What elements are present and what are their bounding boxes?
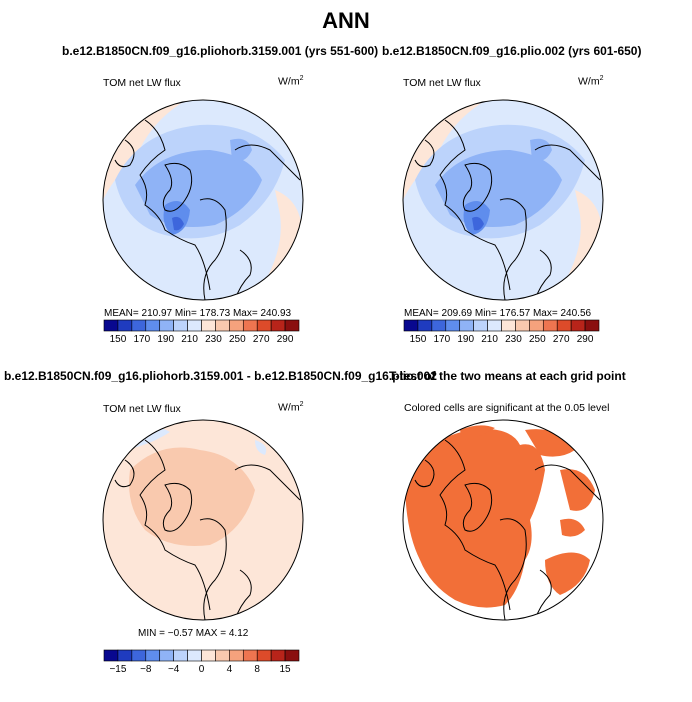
panel1-colorbar-tick-label: 150 — [110, 334, 127, 345]
panel1-colorbar-box — [103, 319, 119, 332]
panel2-variable: TOM net LW flux — [403, 77, 481, 89]
panel3-border — [102, 419, 304, 621]
panel3-colorbar-box — [103, 649, 119, 662]
panel1-map — [103, 100, 303, 300]
panel3-variable: TOM net LW flux — [103, 403, 181, 415]
panel2-colorbar-box — [570, 319, 586, 332]
panel3-title: b.e12.B1850CN.f09_g16.pliohorb.3159.001 … — [4, 369, 437, 383]
panel1-units: W/m2 — [278, 75, 304, 88]
panel2-colorbar-box — [584, 319, 600, 332]
panel4-coastlines — [414, 439, 601, 620]
panel4-subtitle: Colored cells are significant at the 0.0… — [404, 402, 610, 414]
panel1-colorbar-tick-label: 270 — [253, 334, 270, 345]
panel3-units: W/m2 — [278, 401, 304, 414]
panel1-variable: TOM net LW flux — [103, 77, 181, 89]
panel2-colorbar-box — [529, 319, 544, 332]
panel3-colorbar-box — [201, 649, 216, 662]
panel1-colorbar-box — [173, 319, 188, 332]
panel2-colorbar-tick-label: 270 — [553, 334, 570, 345]
panel1-colorbar-tick-label: 170 — [133, 334, 150, 345]
panel1-colorbar-box — [187, 319, 202, 332]
panel2-coastlines — [414, 119, 601, 300]
panel1-colorbar-box — [270, 319, 286, 332]
panel2-colorbar-tick-label: 290 — [577, 334, 594, 345]
panel1-colorbar-box — [242, 319, 258, 332]
panel3-colorbar-tick-label: 8 — [254, 664, 260, 675]
panel3-colorbar-tick-label: −15 — [109, 664, 126, 675]
panel3-map — [103, 420, 303, 620]
panel2-colorbar-ticks: 150 170 190 210 230 250 270 290 — [410, 334, 594, 345]
panel2-map — [403, 100, 603, 300]
panel3-colorbar-box — [242, 649, 258, 662]
main-title: ANN — [322, 8, 370, 33]
panel3-colorbar-tick-label: 0 — [199, 664, 205, 675]
panel2-stats: MEAN= 209.69 Min= 176.57 Max= 240.56 — [404, 308, 592, 319]
panel2-colorbar-tick-label: 210 — [481, 334, 498, 345]
panel2-border — [402, 99, 604, 301]
panel1-colorbar-tick-label: 290 — [277, 334, 294, 345]
panel3-colorbar-box — [284, 649, 300, 662]
panel1-coastlines — [114, 119, 301, 300]
panel1-colorbar-box — [145, 319, 161, 332]
panel1-colorbar-ticks: 150 170 190 210 230 250 270 290 — [110, 334, 294, 345]
panel2-colorbar-box — [431, 319, 447, 332]
panel2-colorbar-tick-label: 150 — [410, 334, 427, 345]
panel3-colorbar-box — [229, 649, 244, 662]
panel3-colorbar-tick-label: −4 — [168, 664, 180, 675]
panel1-colorbar-tick-label: 230 — [205, 334, 222, 345]
panel1-stats: MEAN= 210.97 Min= 178.73 Max= 240.93 — [104, 308, 292, 319]
panel2-title: b.e12.B1850CN.f09_g16.plio.002 (yrs 601-… — [382, 44, 642, 58]
panel2-colorbar-tick-label: 250 — [529, 334, 546, 345]
panel3-stats: MIN = −0.57 MAX = 4.12 — [138, 628, 249, 639]
panel2-colorbar-tick-label: 170 — [433, 334, 450, 345]
panel2-colorbar-box — [445, 319, 461, 332]
panel2-colorbar-box — [556, 319, 572, 332]
panel3-colorbar-box — [131, 649, 147, 662]
panel2-colorbar-box — [473, 319, 488, 332]
panel1-colorbar-box — [229, 319, 244, 332]
panel3-colorbar-box — [173, 649, 188, 662]
panel1-colorbar-box — [256, 319, 272, 332]
panel1-title: b.e12.B1850CN.f09_g16.pliohorb.3159.001 … — [62, 44, 379, 58]
panel2-colorbar-box — [403, 319, 419, 332]
panel3-colorbar-box — [187, 649, 202, 662]
panel2-colorbar-box — [417, 319, 433, 332]
panel2-colorbar-tick-label: 230 — [505, 334, 522, 345]
panel3-colorbar-tick-label: 4 — [227, 664, 233, 675]
panel1-colorbar-box — [131, 319, 147, 332]
panel2-units: W/m2 — [578, 75, 604, 88]
panel3-colorbar-box — [159, 649, 174, 662]
panel4-border — [402, 419, 604, 621]
panel2-colorbar-box — [515, 319, 530, 332]
panel3-colorbar — [103, 649, 300, 662]
panel2-colorbar-box — [542, 319, 558, 332]
panel3-colorbar-box — [256, 649, 272, 662]
panel2-colorbar-tick-label: 190 — [457, 334, 474, 345]
panel1-colorbar-box — [117, 319, 133, 332]
panel3-colorbar-box — [117, 649, 133, 662]
panel1-colorbar-box — [159, 319, 174, 332]
panel3-colorbar-box — [270, 649, 286, 662]
panel3-colorbar-ticks: −15 −8 −4 0 4 8 15 — [109, 664, 291, 675]
panel3-colorbar-box — [145, 649, 161, 662]
panel2-colorbar-box — [487, 319, 502, 332]
panel1-colorbar-box — [215, 319, 230, 332]
panel1-colorbar-box — [201, 319, 216, 332]
panel3-coastlines — [114, 439, 301, 620]
panel4-map — [403, 420, 603, 620]
panel3-colorbar-tick-label: 15 — [280, 664, 292, 675]
panel1-colorbar-tick-label: 210 — [181, 334, 198, 345]
panel1-border — [102, 99, 304, 301]
panel2-colorbar — [403, 319, 600, 332]
panel3-colorbar-tick-label: −8 — [140, 664, 152, 675]
panel2-colorbar-box — [459, 319, 474, 332]
panel1-colorbar-tick-label: 250 — [229, 334, 246, 345]
panel1-colorbar-tick-label: 190 — [157, 334, 174, 345]
panel3-colorbar-box — [215, 649, 230, 662]
panel2-colorbar-box — [501, 319, 516, 332]
panel4-title: T-test of the two means at each grid poi… — [389, 369, 626, 383]
panel1-colorbar — [103, 319, 300, 332]
panel1-colorbar-box — [284, 319, 300, 332]
